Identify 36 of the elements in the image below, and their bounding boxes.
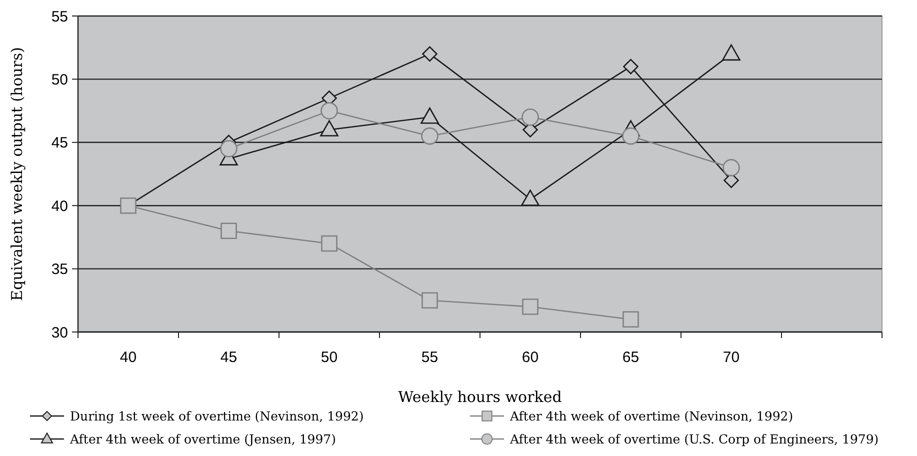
point xyxy=(722,159,740,176)
point xyxy=(522,108,539,126)
point xyxy=(420,107,439,124)
point xyxy=(522,298,538,315)
x-tick-label: 60 xyxy=(522,349,539,366)
y-tick-label: 50 xyxy=(51,71,68,88)
x-tick-label: 45 xyxy=(220,349,238,366)
legend-label: After 4th week of overtime (Jensen, 1997) xyxy=(69,431,336,446)
y-tick-label: 30 xyxy=(51,324,68,342)
y-tick-label: 55 xyxy=(51,8,68,26)
legend-label: After 4th week of overtime (U.S. Corp of Engineers, 1979) xyxy=(509,431,879,446)
point xyxy=(320,120,338,136)
legend-label: After 4th week of overtime (Nevinson, 1992) xyxy=(509,408,794,424)
x-tick-label: 70 xyxy=(722,349,740,366)
point xyxy=(220,222,237,240)
point xyxy=(421,127,438,145)
x-tick-label: 50 xyxy=(320,349,338,366)
x-axis-title: Weekly hours worked xyxy=(398,388,562,406)
point xyxy=(422,292,438,309)
point xyxy=(321,235,338,252)
point xyxy=(422,46,438,62)
legend-label: During 1st week of overtime (Nevinson, 1992) xyxy=(70,408,364,424)
point xyxy=(220,140,238,158)
point xyxy=(521,190,540,206)
y-tick-label: 35 xyxy=(51,261,68,278)
y-axis-title: Equivalent weekly output (hours) xyxy=(8,47,26,301)
point xyxy=(622,127,640,145)
point xyxy=(722,44,740,61)
point xyxy=(320,102,338,120)
point xyxy=(623,58,638,74)
point xyxy=(622,311,639,328)
y-tick-label: 40 xyxy=(51,198,68,215)
y-tick-label: 45 xyxy=(51,134,68,152)
x-tick-label: 65 xyxy=(622,349,640,366)
x-tick-label: 55 xyxy=(421,349,438,366)
x-tick-label: 40 xyxy=(120,349,137,366)
